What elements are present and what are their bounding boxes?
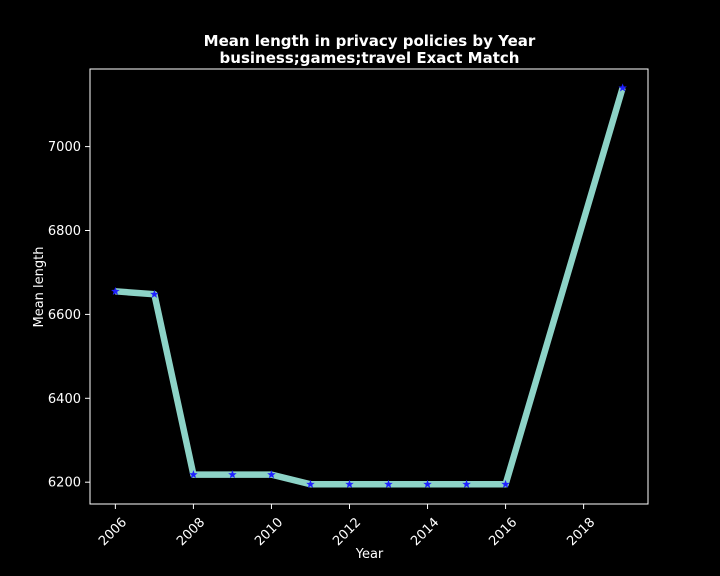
series-line [115,86,626,488]
y-tick-label: 7000 [48,140,81,155]
data-point-marker [189,470,198,479]
data-point-marker [267,470,276,479]
data-point-marker [150,289,159,298]
plot-area [111,83,627,488]
data-point-marker [423,479,432,488]
data-point-marker [345,479,354,488]
data-point-marker [501,479,510,488]
y-tick-label: 6400 [48,392,81,407]
data-point-marker [384,479,393,488]
chart-title: Mean length in privacy policies by Year [204,32,536,50]
data-point-marker [228,470,237,479]
data-point-marker [462,479,471,488]
data-point-marker [618,83,627,92]
y-axis-label: Mean length [32,247,47,328]
y-tick-label: 6800 [48,224,81,239]
data-point-marker [111,286,120,295]
data-point-marker [306,479,315,488]
chart-subtitle: business;games;travel Exact Match [220,49,520,67]
y-tick-label: 6600 [48,308,81,323]
x-axis-label: Year [355,547,384,562]
y-axis: 6200 6400 6600 6800 7000 [48,140,90,491]
axes-frame [89,68,649,505]
y-tick-label: 6200 [48,476,81,491]
